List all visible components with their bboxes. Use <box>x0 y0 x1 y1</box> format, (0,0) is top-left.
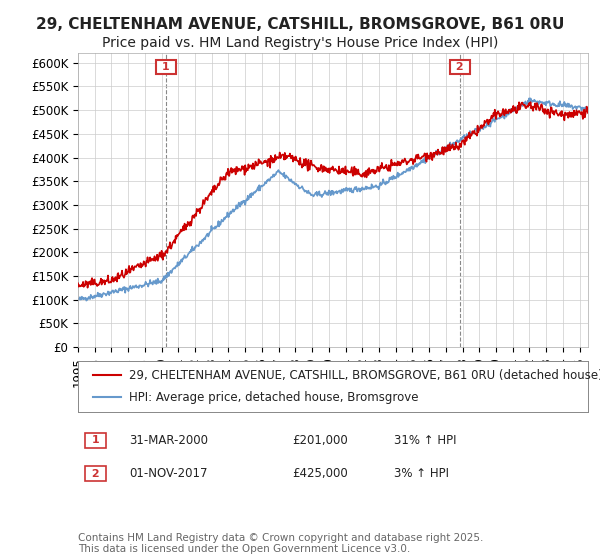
Text: 01-NOV-2017: 01-NOV-2017 <box>129 467 208 480</box>
Text: 1: 1 <box>158 62 173 72</box>
Text: £425,000: £425,000 <box>292 467 348 480</box>
Text: HPI: Average price, detached house, Bromsgrove: HPI: Average price, detached house, Brom… <box>129 391 419 404</box>
Text: 29, CHELTENHAM AVENUE, CATSHILL, BROMSGROVE, B61 0RU (detached house): 29, CHELTENHAM AVENUE, CATSHILL, BROMSGR… <box>129 369 600 382</box>
Text: 29, CHELTENHAM AVENUE, CATSHILL, BROMSGROVE, B61 0RU: 29, CHELTENHAM AVENUE, CATSHILL, BROMSGR… <box>36 17 564 32</box>
Text: 31-MAR-2000: 31-MAR-2000 <box>129 434 208 447</box>
Text: 2: 2 <box>88 469 104 479</box>
Text: 3% ↑ HPI: 3% ↑ HPI <box>394 467 449 480</box>
Text: £201,000: £201,000 <box>292 434 348 447</box>
Text: 31% ↑ HPI: 31% ↑ HPI <box>394 434 457 447</box>
Text: Contains HM Land Registry data © Crown copyright and database right 2025.
This d: Contains HM Land Registry data © Crown c… <box>78 533 484 554</box>
Text: 2: 2 <box>452 62 467 72</box>
Text: Price paid vs. HM Land Registry's House Price Index (HPI): Price paid vs. HM Land Registry's House … <box>102 36 498 50</box>
Text: 1: 1 <box>88 435 104 445</box>
